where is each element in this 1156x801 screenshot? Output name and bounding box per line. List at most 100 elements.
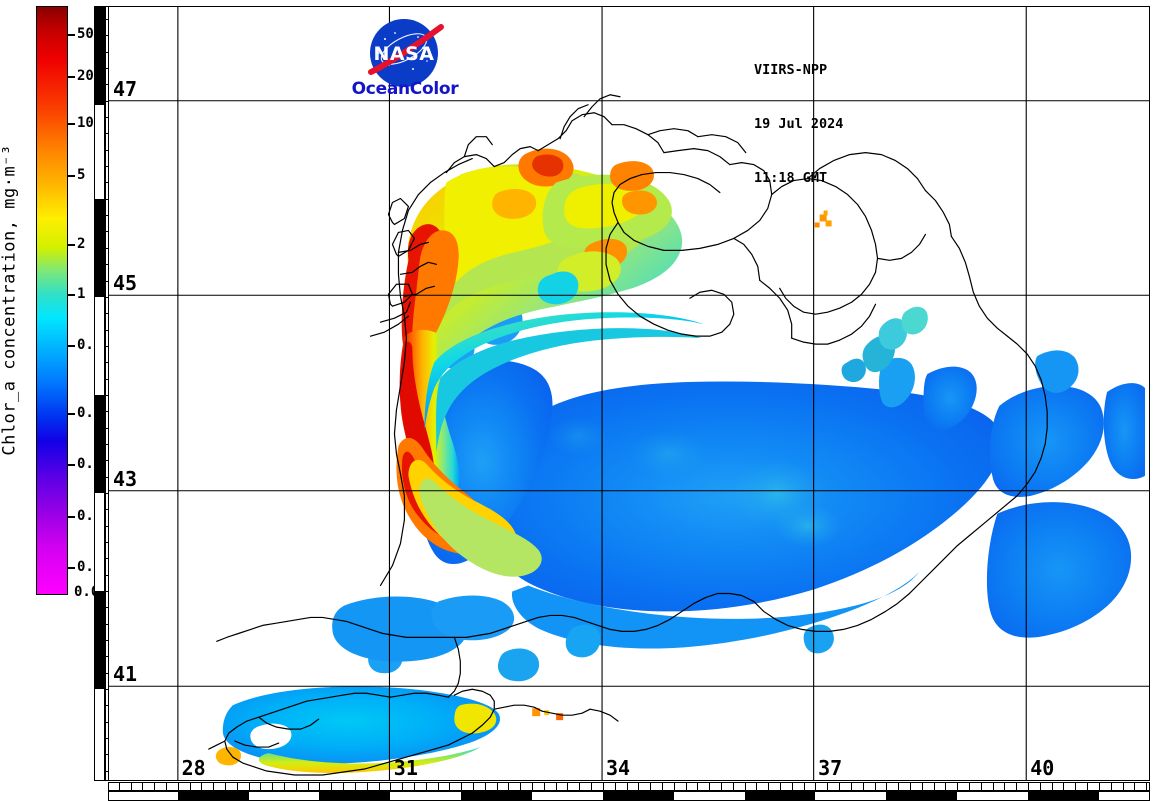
border-fine-tick [165, 783, 167, 790]
border-fine-tick [532, 783, 534, 790]
latitude-label: 43 [113, 466, 138, 491]
latitude-label: 41 [113, 662, 138, 687]
border-coarse-segment [461, 792, 533, 800]
border-fine-tick [992, 783, 994, 790]
border-fine-tick [1146, 783, 1148, 790]
shelf-edge-cyan-band [436, 328, 702, 452]
colorbar-tick-mark [68, 174, 75, 177]
colorbar-tick-label: 5 [77, 166, 86, 183]
border-fine-tick [260, 783, 262, 790]
border-fine-tick [933, 783, 935, 790]
map-frame[interactable]: 47 45 43 41 28 31 34 37 40 NASA OceanColor VIIR… [108, 6, 1150, 781]
border-fine-tick [555, 783, 557, 790]
border-fine-tick [1110, 783, 1112, 790]
border-fine-tick [496, 783, 498, 790]
bottom-border-fine-ticks [108, 782, 1150, 791]
acquisition-info: VIIRS-NPP 19 Jul 2024 11:18 GMT [754, 25, 843, 223]
mhi-ras-label: MHI RAS [1139, 85, 1149, 103]
border-fine-tick [614, 783, 616, 790]
border-fine-tick [756, 783, 758, 790]
nasa-oceancolor-wordmark: OceanColor [351, 79, 459, 99]
border-fine-tick [1039, 783, 1041, 790]
border-fine-tick [815, 783, 817, 790]
border-coarse-segment [95, 590, 104, 689]
colorbar-axis-title: Chlor_a concentration, mg·m⁻³ [0, 0, 26, 600]
border-fine-tick [768, 783, 770, 790]
border-fine-tick [461, 783, 463, 790]
border-fine-tick [295, 783, 297, 790]
border-fine-tick [1028, 783, 1030, 790]
acquisition-date: 19 Jul 2024 [754, 116, 844, 132]
border-fine-tick [579, 783, 581, 790]
border-fine-tick [1134, 783, 1136, 790]
border-fine-tick [886, 783, 888, 790]
border-fine-tick [354, 783, 356, 790]
border-fine-tick [980, 783, 982, 790]
basin-swirl-features [548, 415, 842, 548]
border-fine-tick [638, 783, 640, 790]
border-fine-tick [968, 783, 970, 790]
border-fine-tick [413, 783, 415, 790]
colorbar-tick-mark [68, 345, 75, 348]
border-fine-tick [909, 783, 911, 790]
crimea-southwest-cyan [537, 271, 579, 305]
border-fine-tick [1016, 783, 1018, 790]
colorbar-tick-label: 1 [77, 285, 86, 302]
sensor-name: VIIRS-NPP [754, 62, 828, 78]
border-fine-tick [661, 783, 663, 790]
svg-text:NASA: NASA [374, 43, 435, 65]
colorbar-tick-mark [68, 75, 75, 78]
south-shelf-water [511, 571, 920, 649]
longitude-label: 40 [1030, 756, 1055, 780]
border-fine-tick [508, 783, 510, 790]
acquisition-time: 11:18 GMT [754, 170, 828, 186]
border-fine-tick [213, 783, 215, 790]
longitude-label: 28 [181, 756, 206, 780]
border-fine-tick [862, 783, 864, 790]
border-fine-tick [520, 783, 522, 790]
border-fine-tick [154, 783, 156, 790]
border-fine-tick [236, 783, 238, 790]
border-coarse-segment [95, 7, 104, 106]
colorbar-tick-mark [68, 243, 75, 246]
danube-plume-fringe [412, 230, 459, 354]
left-border-coarse-ticks [94, 6, 105, 781]
border-fine-tick [709, 783, 711, 790]
colorbar-tick-label: 20 [77, 67, 94, 84]
border-coarse-segment [602, 792, 674, 800]
border-fine-tick [189, 783, 191, 790]
colorbar-tick-mark [68, 567, 75, 570]
border-fine-tick [1051, 783, 1053, 790]
border-fine-tick [1063, 783, 1065, 790]
marmara-islands-water-gap [250, 723, 292, 750]
colorbar-tick-mark [68, 34, 75, 37]
border-fine-tick [791, 783, 793, 790]
colorbar-tick-mark [68, 293, 75, 296]
border-fine-tick [201, 783, 203, 790]
border-fine-tick [744, 783, 746, 790]
border-fine-tick [130, 783, 132, 790]
border-fine-tick [284, 783, 286, 790]
border-fine-tick [957, 783, 959, 790]
chlorophyll-map-raster [109, 7, 1149, 780]
border-fine-tick [1122, 783, 1124, 790]
border-fine-tick [343, 783, 345, 790]
border-fine-tick [543, 783, 545, 790]
map-gridlines [109, 7, 1149, 780]
longitude-label: 37 [818, 756, 843, 780]
border-fine-tick [567, 783, 569, 790]
border-fine-tick [484, 783, 486, 790]
southwest-plume-green-fringe [419, 478, 542, 577]
marmara-darda-orange [215, 747, 242, 766]
border-fine-tick [366, 783, 368, 790]
latitude-label: 45 [113, 271, 138, 296]
border-fine-tick [874, 783, 876, 790]
border-fine-tick [319, 783, 321, 790]
border-fine-tick [803, 783, 805, 790]
border-fine-tick [839, 783, 841, 790]
border-coarse-segment [95, 198, 104, 297]
border-coarse-segment [319, 792, 391, 800]
bosphorus-outflow-north [497, 648, 540, 682]
border-fine-tick [1004, 783, 1006, 790]
border-coarse-segment [177, 792, 249, 800]
